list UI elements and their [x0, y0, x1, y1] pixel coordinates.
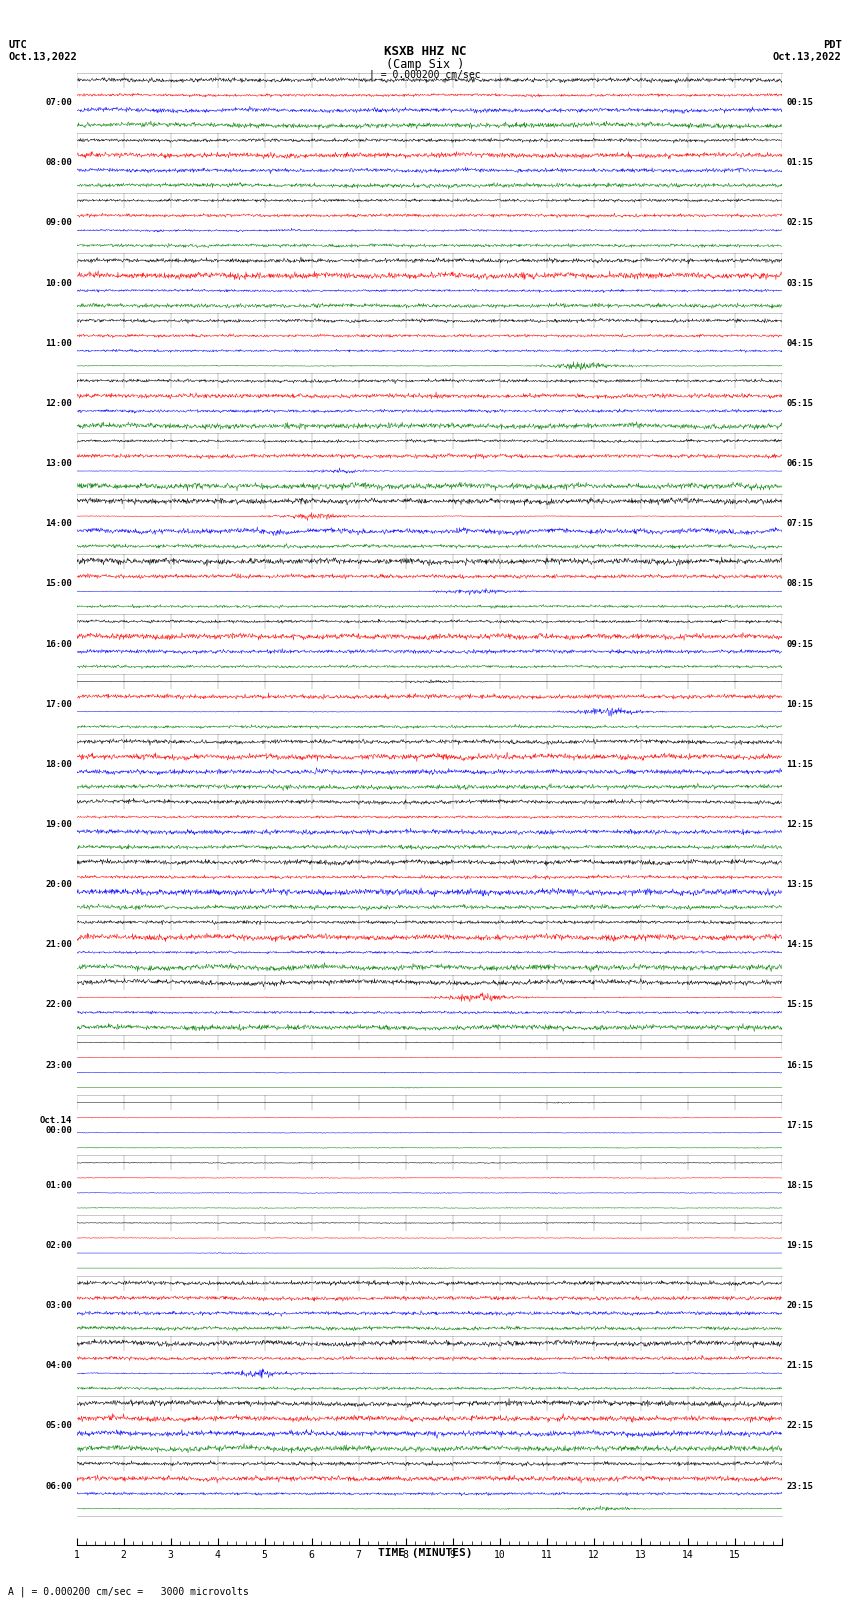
- Text: 15:15: 15:15: [786, 1000, 813, 1010]
- Text: 21:15: 21:15: [786, 1361, 813, 1371]
- Text: 18:00: 18:00: [45, 760, 72, 769]
- Text: Oct.13,2022: Oct.13,2022: [8, 52, 77, 61]
- Text: 14:00: 14:00: [45, 519, 72, 527]
- Text: 13:00: 13:00: [45, 460, 72, 468]
- Text: 03:15: 03:15: [786, 279, 813, 287]
- Text: 17:15: 17:15: [786, 1121, 813, 1129]
- Text: 05:15: 05:15: [786, 398, 813, 408]
- Text: A | = 0.000200 cm/sec =   3000 microvolts: A | = 0.000200 cm/sec = 3000 microvolts: [8, 1586, 249, 1597]
- Text: 19:00: 19:00: [45, 819, 72, 829]
- Text: UTC: UTC: [8, 40, 27, 50]
- Text: 10:00: 10:00: [45, 279, 72, 287]
- Text: 22:15: 22:15: [786, 1421, 813, 1431]
- Text: 07:15: 07:15: [786, 519, 813, 527]
- Text: 19:15: 19:15: [786, 1240, 813, 1250]
- Text: | = 0.000200 cm/sec: | = 0.000200 cm/sec: [369, 69, 481, 81]
- Text: 10:15: 10:15: [786, 700, 813, 708]
- Text: 01:15: 01:15: [786, 158, 813, 168]
- Text: 20:00: 20:00: [45, 881, 72, 889]
- Text: 12:00: 12:00: [45, 398, 72, 408]
- Text: 04:00: 04:00: [45, 1361, 72, 1371]
- Text: 17:00: 17:00: [45, 700, 72, 708]
- Text: 06:00: 06:00: [45, 1482, 72, 1490]
- Text: 07:00: 07:00: [45, 98, 72, 106]
- Text: 09:15: 09:15: [786, 639, 813, 648]
- Text: KSXB HHZ NC: KSXB HHZ NC: [383, 45, 467, 58]
- Text: 13:15: 13:15: [786, 881, 813, 889]
- Text: 05:00: 05:00: [45, 1421, 72, 1431]
- Text: 08:15: 08:15: [786, 579, 813, 589]
- Text: 02:00: 02:00: [45, 1240, 72, 1250]
- Text: 20:15: 20:15: [786, 1302, 813, 1310]
- Text: 06:15: 06:15: [786, 460, 813, 468]
- Text: 11:00: 11:00: [45, 339, 72, 348]
- Text: 15:00: 15:00: [45, 579, 72, 589]
- Text: 09:00: 09:00: [45, 218, 72, 227]
- Text: 00:15: 00:15: [786, 98, 813, 106]
- Text: 11:15: 11:15: [786, 760, 813, 769]
- Text: 01:00: 01:00: [45, 1181, 72, 1190]
- Text: 23:00: 23:00: [45, 1061, 72, 1069]
- Text: 16:15: 16:15: [786, 1061, 813, 1069]
- Text: 08:00: 08:00: [45, 158, 72, 168]
- Text: 21:00: 21:00: [45, 940, 72, 950]
- Text: 12:15: 12:15: [786, 819, 813, 829]
- Text: 23:15: 23:15: [786, 1482, 813, 1490]
- Text: 02:15: 02:15: [786, 218, 813, 227]
- Text: Oct.13,2022: Oct.13,2022: [773, 52, 842, 61]
- Text: 03:00: 03:00: [45, 1302, 72, 1310]
- Text: 18:15: 18:15: [786, 1181, 813, 1190]
- Text: Oct.14
00:00: Oct.14 00:00: [40, 1116, 72, 1136]
- Text: 16:00: 16:00: [45, 639, 72, 648]
- Text: 22:00: 22:00: [45, 1000, 72, 1010]
- Text: 04:15: 04:15: [786, 339, 813, 348]
- Text: 14:15: 14:15: [786, 940, 813, 950]
- Text: (Camp Six ): (Camp Six ): [386, 58, 464, 71]
- Text: PDT: PDT: [823, 40, 842, 50]
- Text: TIME (MINUTES): TIME (MINUTES): [377, 1548, 473, 1558]
